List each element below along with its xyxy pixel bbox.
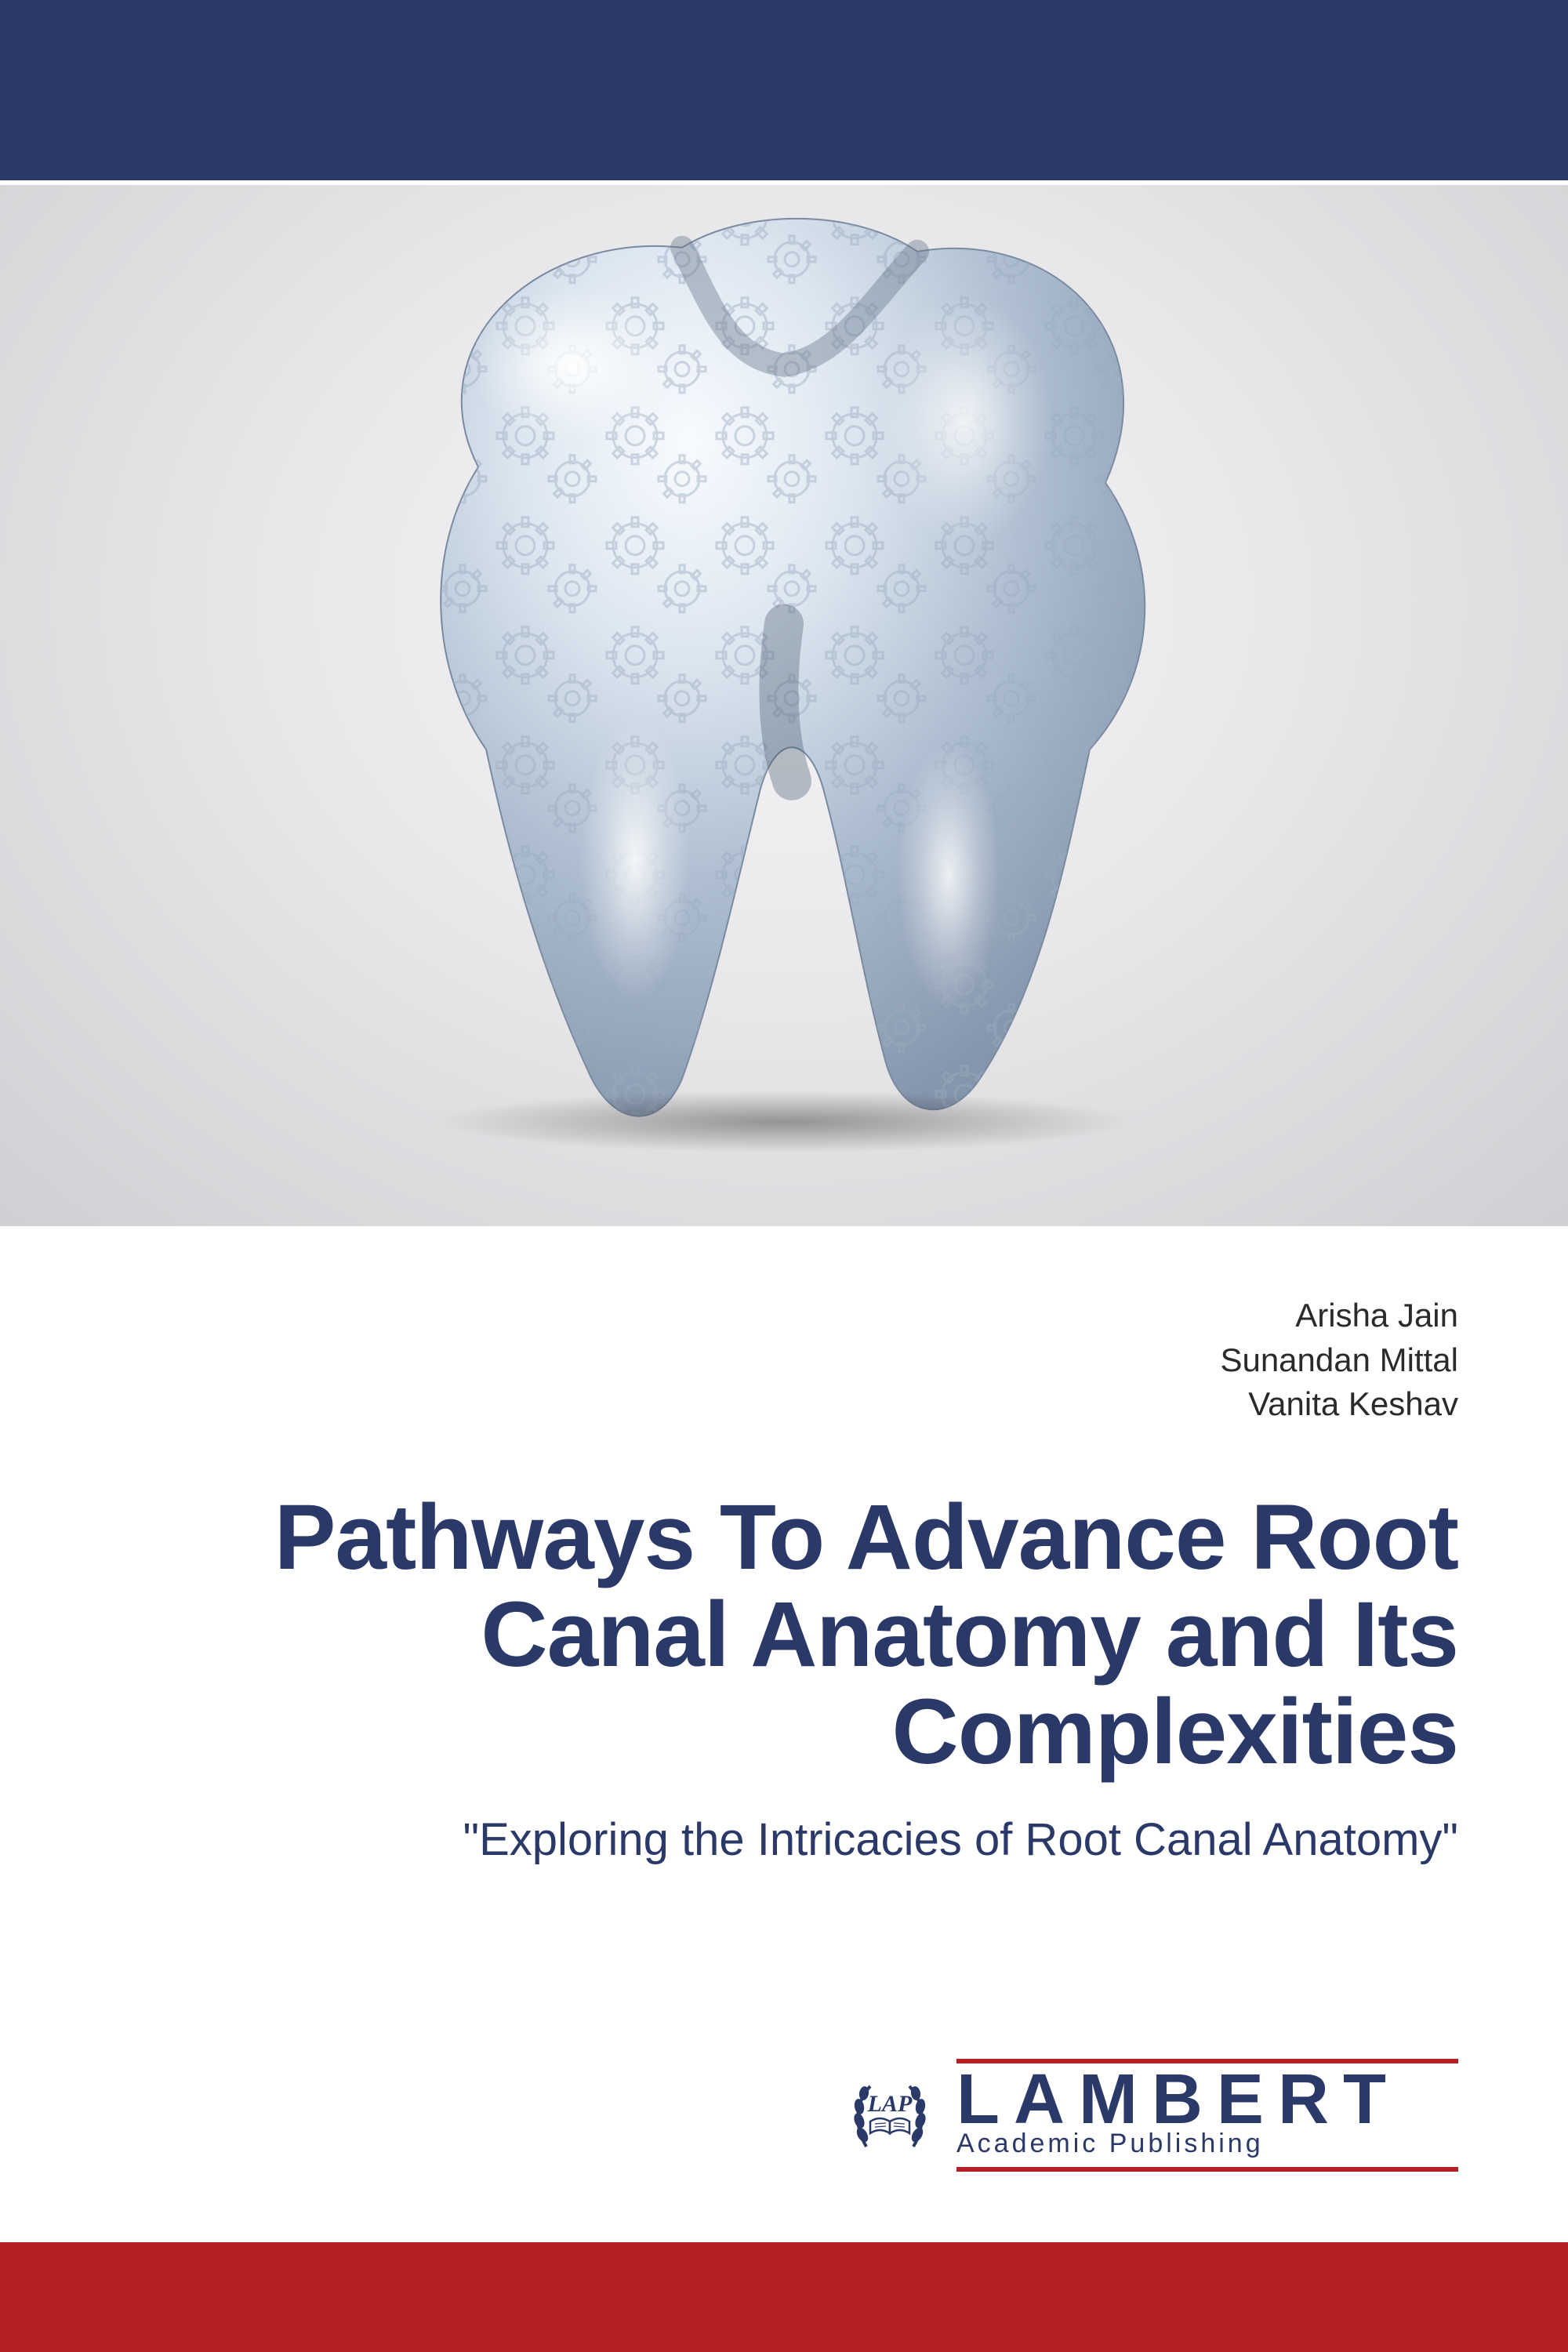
top-color-band — [0, 0, 1568, 180]
tooth-svg — [274, 185, 1294, 1149]
tooth-illustration — [274, 185, 1294, 1149]
lap-mark: LAP — [847, 2072, 933, 2158]
author-list: Arisha Jain Sunandan Mittal Vanita Kesha… — [110, 1294, 1458, 1427]
publisher-name: LAMBERT — [956, 2068, 1458, 2132]
author-2: Sunandan Mittal — [110, 1338, 1458, 1383]
book-subtitle: "Exploring the Intricacies of Root Canal… — [110, 1813, 1458, 1867]
svg-text:LAP: LAP — [867, 2091, 913, 2117]
publisher-logo-block: LAP LAMBERT Academic Publishing — [847, 2059, 1458, 2172]
author-3: Vanita Keshav — [110, 1382, 1458, 1427]
publisher-subline: Academic Publishing — [956, 2129, 1458, 2159]
tooth-shadow — [431, 1091, 1137, 1153]
open-book-icon — [870, 2118, 909, 2133]
author-1: Arisha Jain — [110, 1294, 1458, 1338]
cover-image-area — [0, 180, 1568, 1231]
book-title: Pathways To Advance Root Canal Anatomy a… — [110, 1490, 1458, 1781]
publisher-bottom-rule — [956, 2167, 1458, 2172]
bottom-color-band — [0, 2242, 1568, 2352]
laurel-icon: LAP — [847, 2072, 933, 2158]
text-content-area: Arisha Jain Sunandan Mittal Vanita Kesha… — [0, 1231, 1568, 1867]
publisher-text: LAMBERT Academic Publishing — [956, 2059, 1458, 2172]
